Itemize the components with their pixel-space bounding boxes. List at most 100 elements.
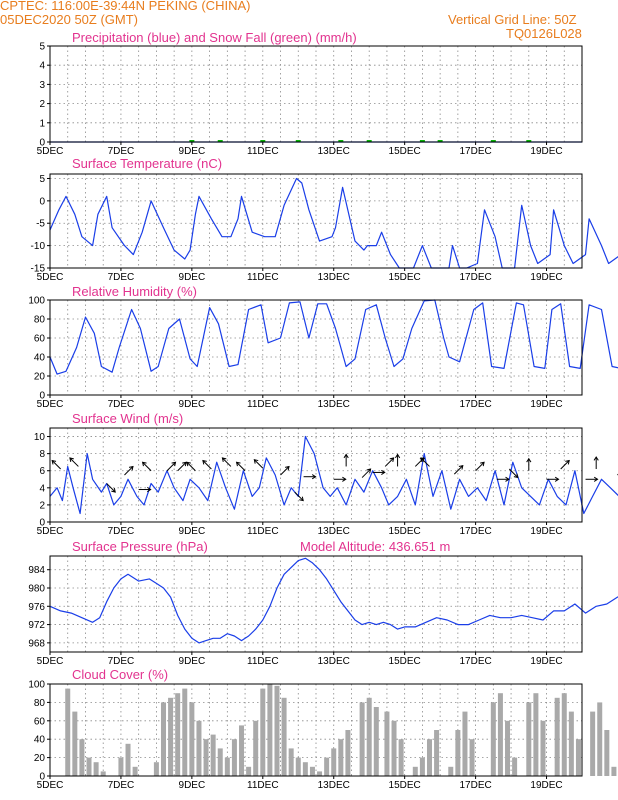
cloud-bar: [224, 757, 230, 776]
x-tick-label: 11DEC: [247, 526, 279, 537]
y-tick-label: 0: [39, 138, 45, 149]
wind-arrow-head: [141, 461, 147, 467]
cloud-bar: [590, 711, 596, 776]
x-tick-label: 7DEC: [108, 780, 135, 791]
wind-arrow-head: [593, 456, 599, 461]
y-tick-label: 60: [34, 334, 46, 345]
wind-arrow-head: [593, 476, 599, 482]
wind-arrow-head: [69, 457, 74, 462]
header-line1: CPTEC: 116:00E-39:44N PEKING (CHINA): [0, 0, 251, 13]
wind-arrow-shaft: [280, 466, 290, 476]
x-tick-label: 11DEC: [247, 272, 279, 283]
wind-arrow-head: [171, 461, 177, 467]
wind-arrow-shaft: [253, 459, 264, 469]
wind-arrow-head: [186, 461, 191, 467]
wind-arrow: [343, 453, 349, 467]
wind-arrow-shaft: [51, 460, 61, 470]
wind-arrow-shaft: [294, 491, 304, 501]
x-tick-label: 17DEC: [459, 146, 491, 157]
y-tick-label: -15: [31, 264, 46, 275]
cloud-bar: [448, 766, 454, 776]
cloud-bar: [281, 697, 287, 776]
cloud-bar: [597, 702, 603, 776]
cloud-panel: 0 20 40 60 80 100 5DEC 7DEC 9DEC 11DEC 13DEC 15DEC 1…: [28, 667, 617, 791]
cloud-bar: [302, 762, 308, 776]
cloud-bar: [175, 693, 181, 776]
plot-frame: [49, 45, 583, 143]
wind-arrow: [526, 457, 532, 471]
cloud-bar: [373, 707, 379, 776]
x-tick-label: 9DEC: [179, 272, 206, 283]
wind-arrow: [141, 461, 152, 472]
wind-arrow-head: [381, 469, 386, 476]
x-tick-label: 17DEC: [459, 780, 491, 791]
x-tick-label: 17DEC: [459, 526, 491, 537]
x-tick-label: 15DEC: [389, 526, 421, 537]
rh-line: [49, 299, 618, 375]
wind-arrow-head: [235, 461, 241, 467]
pressure-line: [49, 557, 618, 644]
y-tick-label: -10: [31, 241, 46, 252]
cloud-bar: [533, 693, 539, 776]
x-tick-label: 15DEC: [389, 146, 421, 157]
wind-arrow: [235, 461, 246, 472]
y-tick-label: 0: [39, 772, 45, 783]
y-tick-label: 20: [34, 753, 46, 764]
x-tick-label: 15DEC: [389, 780, 421, 791]
wind-arrow-head: [51, 459, 57, 465]
chart-title: Precipitation (blue) and Snow Fall (gree…: [72, 30, 357, 45]
y-tick-label: 10: [34, 432, 46, 443]
model-altitude: Model Altitude: 436.651 m: [300, 539, 450, 554]
wind-arrow: [303, 474, 317, 480]
x-tick-label: 15DEC: [389, 272, 421, 283]
wind-arrow-head: [505, 476, 510, 482]
wind-arrow-head: [147, 486, 152, 493]
wind-arrow-head: [253, 459, 259, 464]
cloud-bar: [309, 766, 315, 776]
y-tick-label: 976: [28, 602, 45, 613]
wind-arrow: [221, 457, 232, 467]
cloud-bar: [426, 739, 432, 776]
y-tick-label: 0: [39, 391, 45, 402]
rh-panel: 0 20 40 60 80 100 5DEC 7DEC 9DEC 11DEC 13DEC 15DEC 1…: [28, 284, 618, 410]
wind-arrow: [475, 461, 485, 472]
x-tick-label: 9DEC: [179, 399, 206, 410]
wind-arrow-shaft: [142, 461, 152, 472]
chart-title: Cloud Cover (%): [72, 667, 168, 682]
cloud-bar: [100, 771, 106, 776]
wind-arrow-head: [128, 465, 134, 471]
plot-frame: [49, 299, 583, 396]
x-tick-label: 13DEC: [318, 272, 350, 283]
cloud-bar: [182, 688, 188, 776]
wind-arrow-shaft: [69, 457, 79, 467]
cloud-bar: [217, 748, 223, 776]
wind-arrow-head: [480, 461, 485, 467]
wind-arrow-head: [420, 457, 426, 462]
cloud-bar: [324, 757, 330, 776]
header-line2: 05DEC2020 50Z (GMT): [0, 12, 138, 27]
y-tick-label: 968: [28, 638, 45, 649]
wind-arrow-head: [458, 465, 464, 470]
cloud-bar: [153, 762, 159, 776]
wind-arrow-head: [366, 468, 372, 474]
wind-arrow-head: [389, 457, 395, 462]
y-tick-label: 0: [39, 518, 45, 529]
cloud-bar: [419, 757, 425, 776]
wind-arrow-shaft: [177, 461, 187, 472]
precip-panel: 0 1 2 3 4 5 5DEC 7DEC 9DEC 11DEC 13DEC 15DEC 17DEC 19…: [37, 30, 583, 157]
cloud-bar: [338, 739, 344, 776]
cloud-bar: [611, 766, 617, 776]
cloud-bar: [79, 739, 85, 776]
cloud-bar: [160, 702, 166, 776]
x-tick-label: 5DEC: [37, 146, 64, 157]
x-tick-label: 13DEC: [318, 526, 350, 537]
chart-title: Relative Humidity (%): [72, 284, 197, 299]
y-tick-label: 0: [39, 196, 45, 207]
cloud-bar: [384, 711, 390, 776]
y-tick-label: 1: [39, 118, 45, 129]
cloud-bar: [490, 702, 496, 776]
y-tick-label: 80: [34, 698, 46, 709]
wind-arrow: [51, 459, 61, 470]
x-tick-label: 11DEC: [247, 780, 279, 791]
temp-line: [49, 177, 618, 269]
